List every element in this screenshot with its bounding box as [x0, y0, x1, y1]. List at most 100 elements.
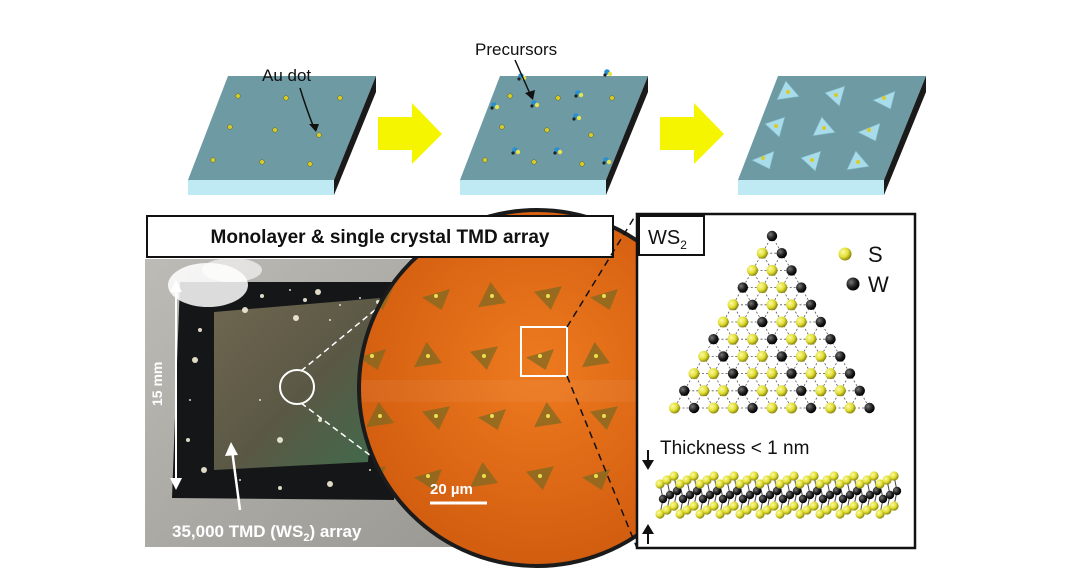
precursor-icon — [572, 113, 582, 121]
sulfur-atom — [747, 264, 758, 276]
tungsten-atom — [679, 385, 690, 396]
au-dot-label: Au dot — [262, 66, 311, 85]
sulfur-atom — [747, 333, 758, 345]
legend-w-label: W — [868, 272, 889, 297]
crystal-icon — [534, 286, 562, 310]
tungsten-atom — [864, 402, 875, 414]
au-dot — [531, 159, 537, 165]
sulfur-atom — [815, 385, 827, 397]
tungsten-atom — [766, 230, 778, 242]
au-dots-step-1 — [210, 93, 343, 167]
au-dot — [210, 157, 216, 163]
sulfur-atom — [795, 316, 807, 328]
sulfur-atom — [844, 402, 856, 414]
tungsten-atom — [776, 248, 787, 259]
crystal-icon — [872, 90, 896, 110]
au-dot — [579, 161, 585, 167]
zoom-line-top — [300, 309, 376, 372]
tungsten-atom — [786, 265, 797, 276]
crystal-icon — [422, 406, 450, 430]
sulfur-atom — [688, 368, 700, 380]
tungsten-atom — [854, 385, 865, 396]
substrate-side — [334, 76, 376, 195]
title-box-text: Monolayer & single crystal TMD array — [211, 227, 550, 248]
title-box — [146, 215, 614, 258]
size-bracket — [170, 280, 182, 490]
crystal-icon — [470, 346, 498, 370]
tungsten-legend-icon — [846, 277, 860, 291]
crystal-icon — [751, 150, 775, 170]
au-dot — [482, 157, 488, 163]
sulfur-atom — [776, 385, 788, 397]
zoom-line-right-top — [566, 212, 638, 328]
tungsten-atom — [835, 351, 846, 362]
ws2-tag-label: WS2 — [648, 227, 687, 252]
precursor-icon — [490, 102, 500, 110]
sulfur-atom — [815, 350, 827, 362]
au-dots-step-2 — [482, 93, 615, 167]
au-dot — [555, 95, 561, 101]
sulfur-atom — [756, 385, 768, 397]
sulfur-atom — [786, 299, 797, 311]
tungsten-atom — [688, 402, 700, 414]
sulfur-atom — [766, 264, 778, 276]
sulfur-atom — [708, 402, 719, 414]
sulfur-atom — [698, 350, 710, 362]
tungsten-atom — [825, 334, 836, 345]
precursor-icon — [574, 90, 584, 98]
ws2-crystals-step-3 — [751, 80, 896, 172]
au-dot — [307, 161, 313, 167]
tungsten-atom — [737, 385, 748, 396]
substrate-step-1 — [188, 76, 376, 195]
au-dot — [609, 95, 615, 101]
substrate-side — [884, 76, 926, 195]
substrate-front — [738, 180, 884, 195]
tungsten-atom — [805, 402, 817, 414]
precursors-pointer — [514, 59, 532, 97]
tungsten-atom — [844, 368, 856, 379]
sulfur-atom — [805, 368, 817, 380]
sulfur-atom — [776, 316, 788, 328]
thickness-label: Thickness < 1 nm — [660, 438, 809, 459]
sulfur-atom — [727, 333, 739, 345]
substrate-side — [606, 76, 648, 195]
au-dot — [588, 132, 594, 138]
substrate-top — [188, 76, 376, 180]
zoom-target-square — [520, 326, 568, 377]
legend-s-label: S — [868, 242, 883, 267]
sulfur-atom — [766, 368, 778, 380]
zoom-source-circle — [279, 369, 315, 405]
zoom-line-right-bottom — [566, 375, 638, 549]
sulfur-legend-icon — [838, 247, 852, 261]
sulfur-atom — [756, 282, 768, 294]
sulfur-atom — [834, 385, 846, 397]
precursor-clusters — [490, 69, 613, 165]
au-dot — [544, 127, 550, 133]
substrate-front — [188, 180, 334, 195]
tungsten-atom — [727, 368, 739, 379]
tungsten-atom — [747, 299, 758, 310]
sulfur-atom — [766, 299, 778, 311]
tungsten-atom — [747, 402, 758, 414]
crystal-icon — [359, 349, 386, 370]
size-label: 15 mm — [149, 362, 165, 406]
tungsten-atom — [718, 351, 729, 362]
au-dot — [272, 127, 278, 133]
magnified-view — [357, 208, 717, 568]
crystal-icon — [857, 122, 881, 142]
crystal-icon — [582, 469, 610, 490]
sulfur-atom — [756, 247, 768, 259]
tungsten-atom — [766, 334, 778, 345]
tungsten-atom — [708, 334, 719, 345]
crystal-icon — [590, 289, 618, 310]
sulfur-atom — [717, 385, 729, 397]
precursor-icon — [530, 100, 540, 108]
au-dot — [337, 95, 343, 101]
substrate-top — [460, 76, 648, 180]
sulfur-atom — [698, 385, 710, 397]
tungsten-atom — [776, 351, 787, 362]
sulfur-atom — [669, 402, 680, 414]
sulfur-atom — [747, 368, 758, 380]
ws2-lattice-top-view — [669, 230, 875, 414]
